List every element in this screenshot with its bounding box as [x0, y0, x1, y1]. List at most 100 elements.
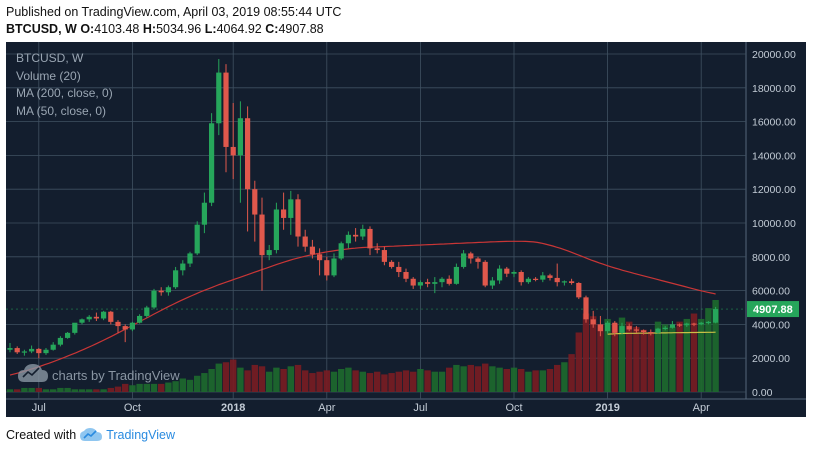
candle-body	[137, 315, 143, 323]
candle-body	[705, 321, 711, 324]
candle-body	[29, 348, 35, 352]
candle-body	[619, 326, 625, 333]
volume-bar	[302, 370, 309, 392]
grid-lines	[6, 42, 746, 399]
volume-bar	[633, 327, 640, 392]
volume-bar	[42, 389, 50, 392]
candle-body	[626, 326, 632, 330]
volume-bar	[374, 371, 381, 392]
candle-body	[533, 278, 539, 280]
volume-bar	[309, 373, 316, 392]
candle-body	[324, 260, 330, 276]
x-tick-label: Jul	[32, 402, 46, 414]
candle-body	[158, 290, 164, 293]
volume-bar	[683, 318, 690, 392]
price-axis[interactable]: 20000.00 18000.00 16000.00 14000.00 12000.00…	[747, 49, 799, 399]
candle-body	[72, 322, 78, 333]
volume-bar	[158, 383, 165, 392]
volume-bar	[93, 389, 100, 392]
volume-bar	[395, 371, 402, 392]
volume-bar	[201, 373, 208, 392]
candle-body	[482, 261, 488, 286]
candle-body	[43, 349, 49, 354]
candle-body	[144, 307, 150, 316]
candle-body	[309, 246, 315, 255]
y-tick-label: 0.00	[752, 387, 773, 399]
volume-bar	[705, 308, 712, 392]
volume-bar	[654, 321, 662, 392]
volume-bar	[172, 381, 179, 392]
candle-body	[302, 236, 308, 247]
candle-body	[230, 146, 236, 156]
chart-panel[interactable]: 20000.00 18000.00 16000.00 14000.00 12000.00…	[6, 42, 806, 417]
candle-body	[713, 309, 719, 323]
volume-bar	[107, 387, 114, 392]
volume-bar	[460, 366, 467, 392]
volume-bar	[273, 367, 280, 392]
candle-body	[612, 322, 618, 333]
volume-bar	[618, 317, 626, 392]
volume-bar	[597, 324, 604, 392]
symbol-label: BTCUSD, W	[6, 22, 77, 36]
x-tick-label: Apr	[318, 402, 335, 414]
candle-body	[511, 272, 517, 274]
volume-bar	[489, 366, 496, 392]
candle-body	[396, 266, 402, 273]
candle-body	[425, 282, 431, 284]
volume-bar	[244, 370, 251, 392]
candle-body	[93, 316, 99, 319]
candle-body	[698, 322, 704, 325]
candle-body	[605, 322, 611, 332]
open-label: O:	[80, 22, 95, 36]
volume-bar	[582, 313, 590, 392]
high-value: 5034.96	[156, 22, 202, 36]
volume-bar	[258, 366, 266, 392]
candle-body	[677, 324, 683, 326]
volume-bar	[626, 321, 633, 392]
candle-body	[389, 261, 395, 267]
volume-bar	[150, 383, 158, 392]
candle-body	[108, 311, 114, 322]
volume-bar	[554, 364, 561, 392]
candle-body	[525, 278, 531, 283]
volume-bar	[287, 366, 294, 392]
candle-body	[497, 268, 503, 281]
x-tick-label: Jul	[413, 402, 427, 414]
candle-body	[540, 275, 546, 280]
created-with-label: Created with	[6, 428, 77, 442]
volume-bar	[64, 387, 71, 392]
candle-body	[201, 202, 207, 225]
footer: Created with TradingView	[6, 428, 175, 442]
tradingview-logo-icon[interactable]	[79, 428, 103, 442]
time-axis[interactable]: Jul Oct 2018 Apr Jul Oct 2019 Apr	[32, 402, 710, 414]
y-tick-label: 4000.00	[752, 319, 790, 331]
volume-bar	[467, 364, 474, 392]
candle-body	[317, 254, 323, 261]
volume-bar	[57, 387, 64, 392]
candle-body	[86, 316, 92, 320]
candle-body	[151, 290, 157, 308]
candle-body	[165, 287, 171, 293]
candle-body	[662, 327, 668, 329]
candle-body	[216, 72, 222, 124]
y-tick-label: 12000.00	[752, 184, 796, 196]
candle-body	[245, 118, 251, 190]
price-chart[interactable]: 20000.00 18000.00 16000.00 14000.00 12000.00…	[6, 42, 806, 417]
volume-bar	[114, 386, 122, 392]
volume-bar	[100, 389, 107, 392]
volume-bar	[330, 371, 338, 392]
candle-body	[669, 324, 675, 328]
volume-bar	[410, 371, 417, 392]
volume-bar	[136, 383, 143, 392]
y-tick-label: 14000.00	[752, 150, 796, 162]
open-value: 4103.48	[94, 22, 140, 36]
tradingview-link[interactable]: TradingView	[106, 428, 175, 442]
volume-bar	[532, 370, 539, 392]
low-value: 4064.92	[216, 22, 262, 36]
volume-bar	[186, 379, 194, 392]
candle-body	[648, 332, 654, 334]
volume-bar	[208, 369, 215, 392]
volume-bar	[352, 370, 359, 392]
candle-body	[237, 118, 243, 156]
volume-bar	[604, 318, 611, 392]
